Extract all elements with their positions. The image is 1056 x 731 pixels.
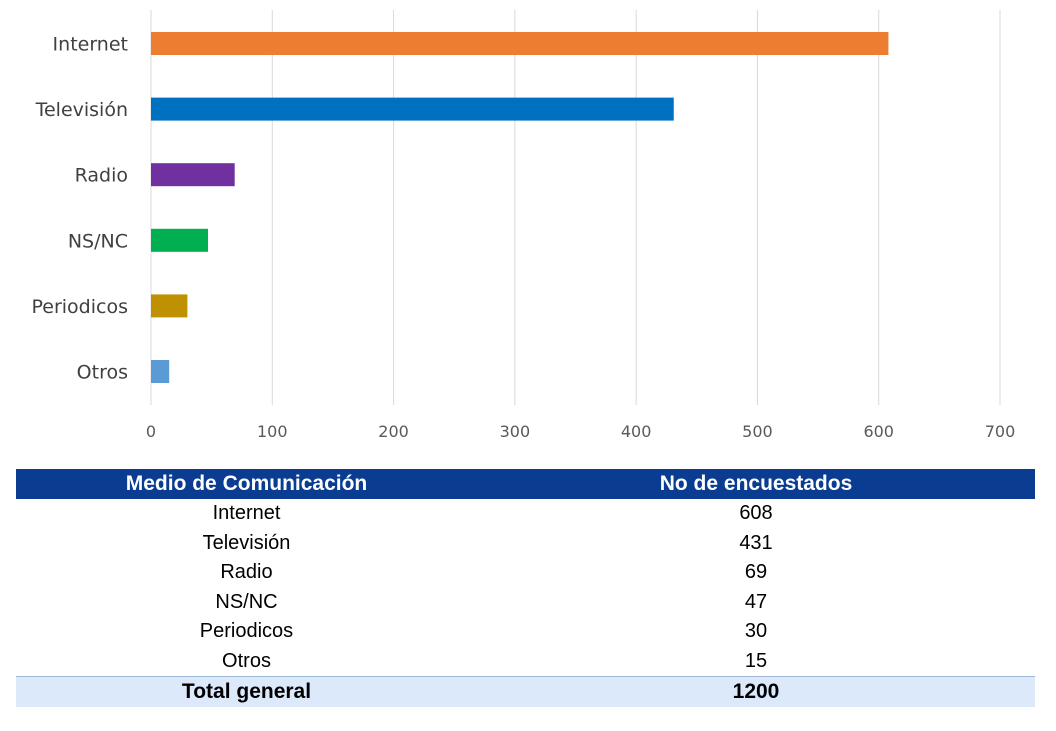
bar	[151, 163, 235, 187]
category-label: Periodicos	[32, 296, 129, 318]
bars	[151, 32, 889, 383]
x-tick-label: 200	[378, 422, 409, 441]
header-encuestados: No de encuestados	[659, 472, 853, 495]
cell-medio: Televisión	[202, 531, 291, 554]
data-table: Medio de Comunicación No de encuestados …	[16, 469, 1035, 707]
table-row: Televisión 431	[16, 529, 1035, 559]
x-tick-label: 400	[621, 422, 652, 441]
bar	[151, 97, 674, 121]
x-tick-label: 700	[985, 422, 1016, 441]
bar	[151, 228, 209, 252]
x-tick-labels: 0 100 200 300 400 500 600 700	[146, 422, 1015, 441]
total-label: Total general	[181, 680, 312, 703]
cell-count: 15	[744, 649, 768, 672]
cell-count: 47	[744, 590, 768, 613]
cell-medio: Otros	[222, 649, 271, 672]
category-label: Otros	[77, 362, 128, 384]
total-value: 1200	[732, 680, 780, 703]
table-row: Radio 69	[16, 558, 1035, 588]
category-label: Televisión	[35, 99, 128, 121]
table-row: Otros 15	[16, 647, 1035, 677]
cell-count: 30	[744, 620, 768, 643]
cell-medio: Periodicos	[199, 620, 294, 643]
category-label: Internet	[53, 34, 128, 56]
cell-medio: Internet	[212, 502, 281, 525]
bar	[151, 32, 889, 55]
category-label: Radio	[75, 165, 128, 187]
cell-medio: NS/NC	[215, 590, 278, 613]
x-tick-label: 100	[257, 422, 288, 441]
table-total-row: Total general 1200	[16, 676, 1035, 707]
table-row: Internet 608	[16, 499, 1035, 529]
cell-count: 69	[744, 561, 768, 584]
gridlines	[150, 10, 1001, 405]
cell-count: 608	[739, 502, 773, 525]
category-labels: Internet Televisión Radio NS/NC Periodicos Ot…	[32, 34, 129, 384]
x-tick-label: 600	[863, 422, 894, 441]
x-tick-label: 300	[500, 422, 531, 441]
x-tick-label: 500	[742, 422, 773, 441]
bar	[151, 360, 170, 383]
cell-count: 431	[739, 531, 773, 554]
x-tick-label: 0	[146, 422, 156, 441]
cell-medio: Radio	[220, 561, 273, 584]
table-header: Medio de Comunicación No de encuestados	[16, 469, 1035, 499]
table-row: NS/NC 47	[16, 588, 1035, 618]
table-row: Periodicos 30	[16, 617, 1035, 647]
category-label: NS/NC	[68, 230, 128, 252]
bar	[151, 294, 188, 318]
header-medio: Medio de Comunicación	[125, 472, 368, 495]
bar-chart: Internet Televisión Radio NS/NC Periodicos Ot…	[32, 10, 1015, 441]
